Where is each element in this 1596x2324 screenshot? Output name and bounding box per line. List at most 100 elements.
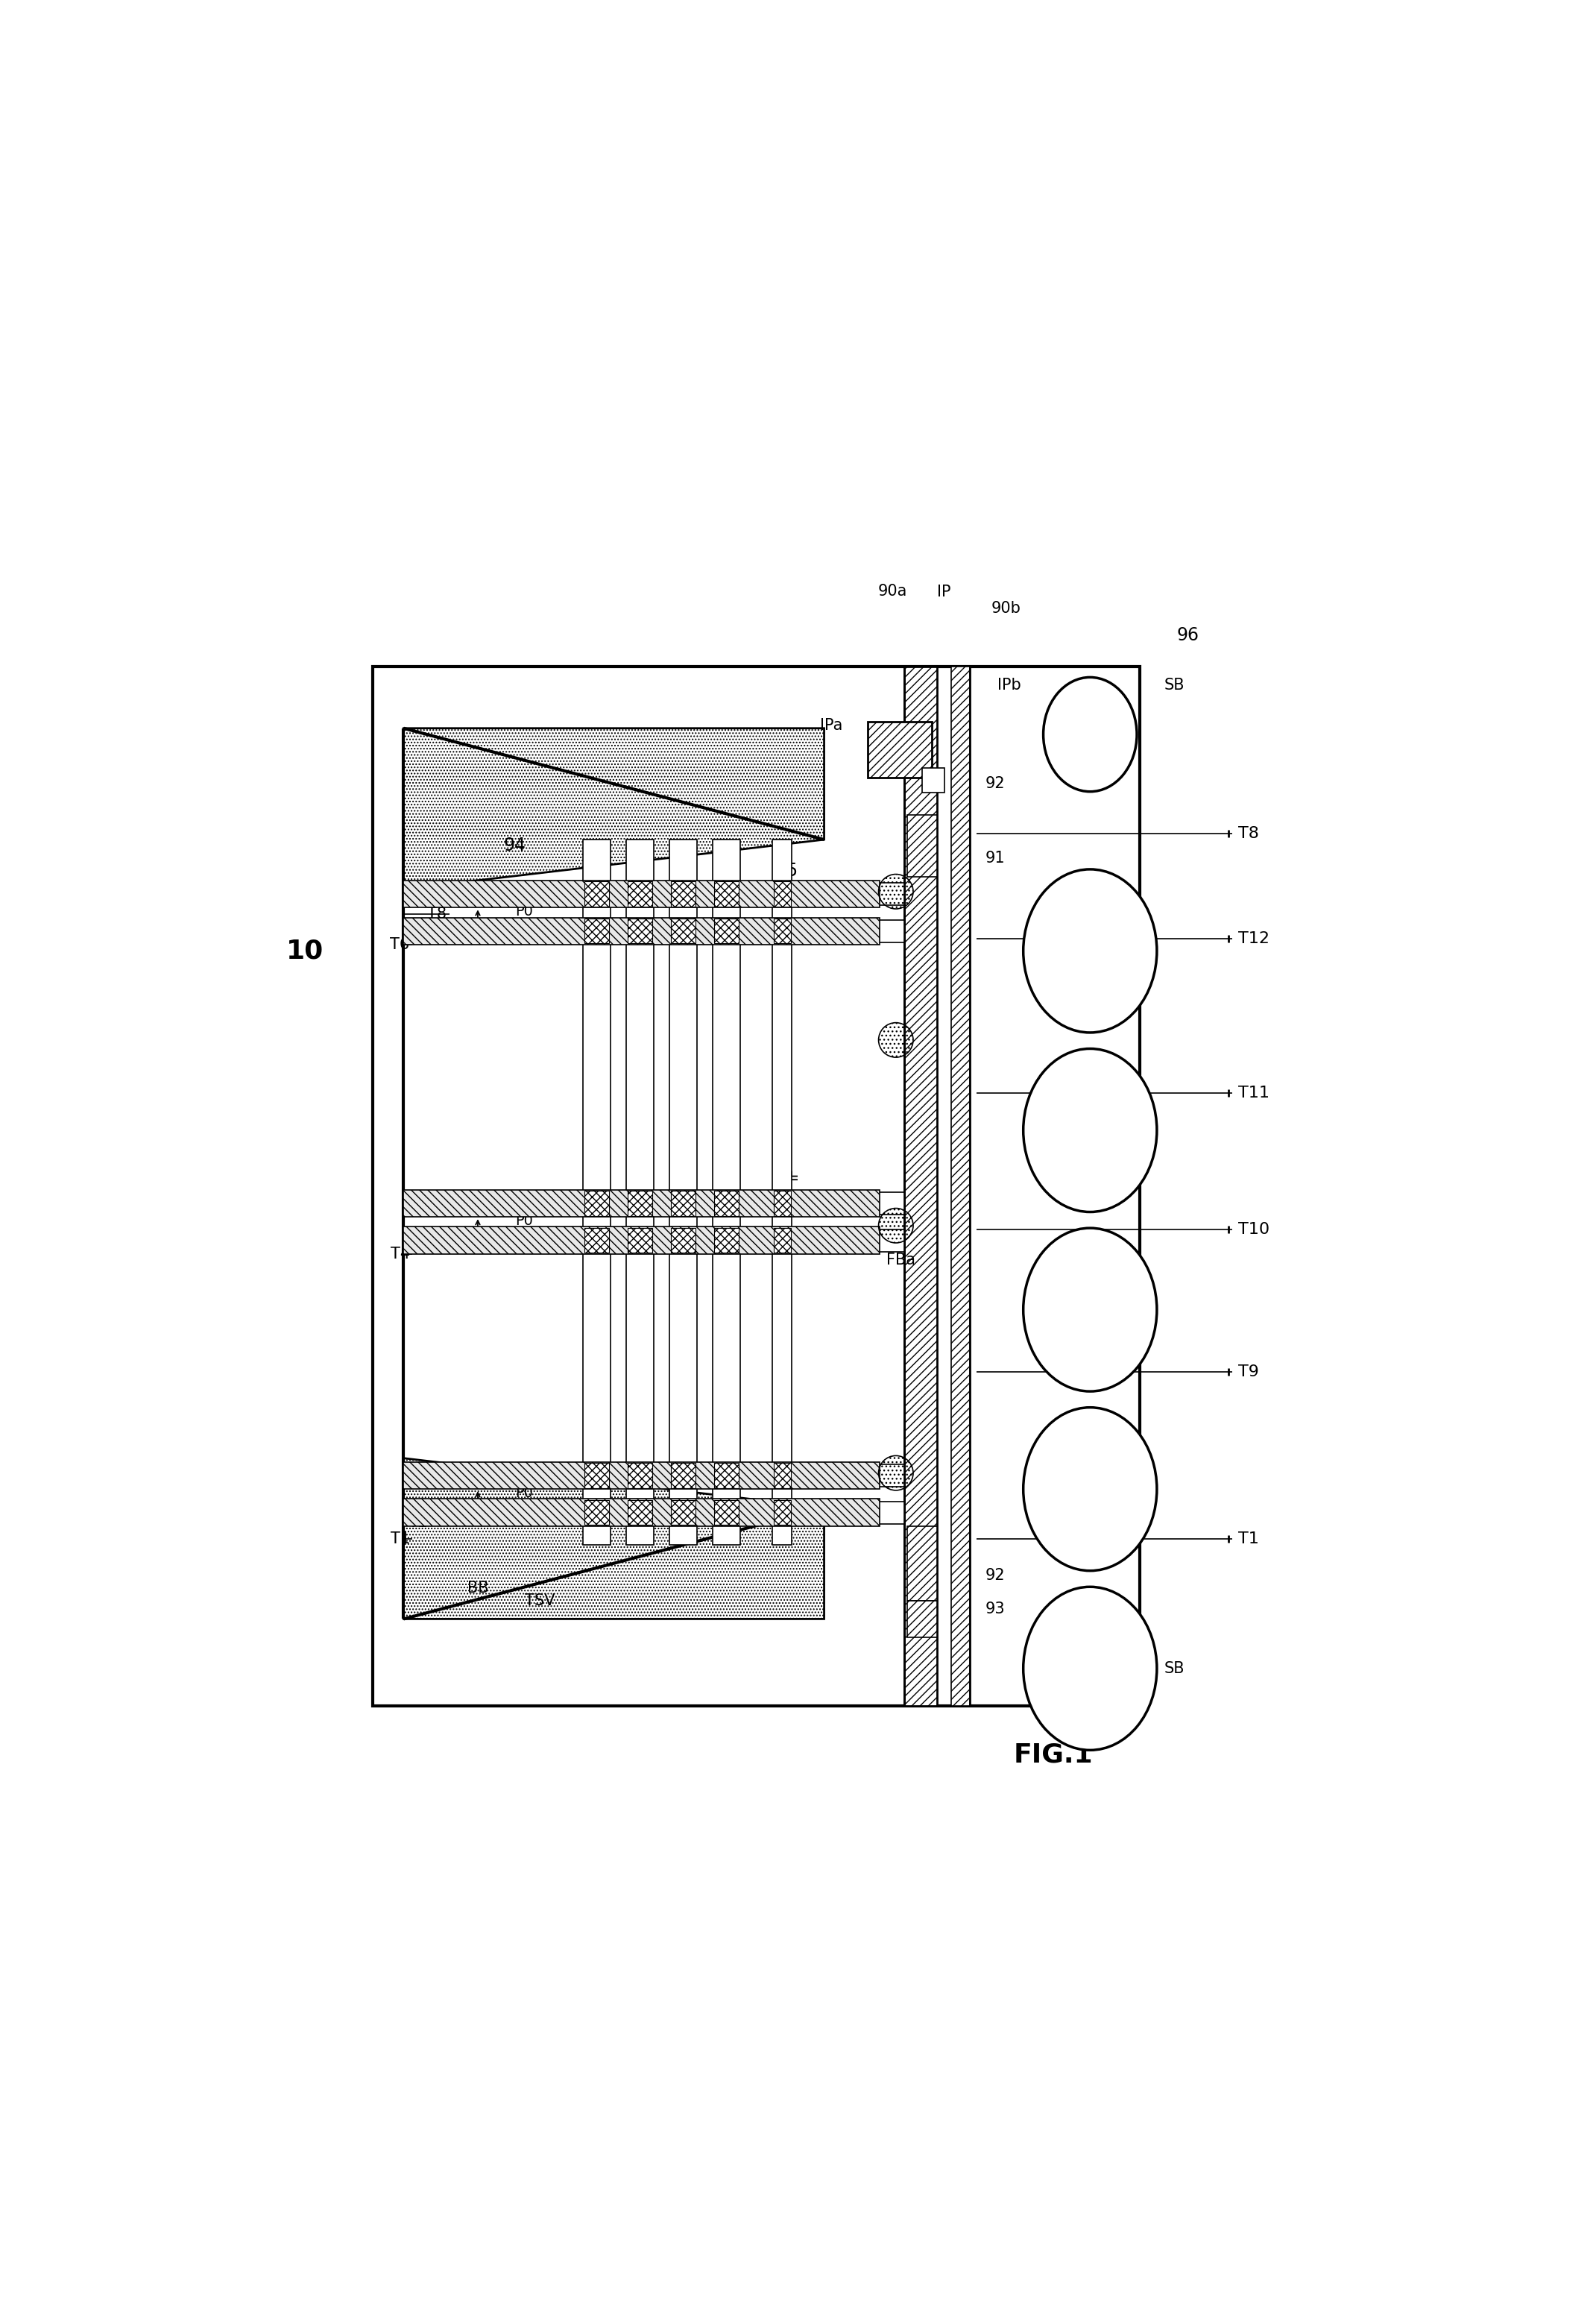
Text: P0: P0	[493, 1229, 511, 1243]
Ellipse shape	[1023, 1408, 1157, 1571]
Bar	[922, 767, 945, 792]
Bar	[584, 918, 610, 944]
Text: CC0: CC0	[589, 1160, 603, 1188]
Text: T4: T4	[391, 1246, 410, 1262]
Bar	[792, 883, 905, 904]
Bar	[713, 1227, 739, 1253]
Text: P1: P1	[1041, 1483, 1060, 1497]
Bar	[951, 667, 970, 1706]
Bar	[670, 839, 697, 1545]
Bar	[905, 667, 937, 1706]
Bar	[713, 1464, 739, 1487]
Bar	[583, 839, 610, 1545]
Bar	[627, 1227, 653, 1253]
Bar	[576, 839, 792, 1545]
Bar	[792, 1501, 905, 1525]
Ellipse shape	[1023, 1048, 1157, 1213]
Text: IF: IF	[787, 1167, 800, 1181]
Bar	[404, 1190, 879, 1218]
Bar	[792, 1229, 905, 1253]
Bar	[404, 1462, 879, 1490]
Text: P0: P0	[493, 1501, 511, 1515]
Text: T1: T1	[391, 1532, 410, 1545]
Bar	[792, 1464, 905, 1487]
Bar	[774, 881, 790, 906]
Text: T8: T8	[1238, 825, 1259, 841]
Bar	[584, 1501, 610, 1525]
Text: 96: 96	[1176, 627, 1199, 644]
Bar	[584, 1227, 610, 1253]
Text: P0: P0	[516, 1485, 533, 1499]
Text: 90b: 90b	[991, 602, 1021, 616]
Text: 10: 10	[286, 939, 324, 964]
Text: 93: 93	[985, 1601, 1005, 1618]
Bar	[627, 918, 653, 944]
Text: BB: BB	[468, 1580, 488, 1597]
Text: 95: 95	[776, 862, 798, 878]
Text: FBa: FBa	[886, 1253, 915, 1267]
Bar	[774, 1501, 790, 1525]
Text: P1: P1	[1041, 1301, 1060, 1318]
Text: 94: 94	[504, 837, 527, 855]
Text: T5: T5	[409, 1229, 428, 1246]
Text: IPb: IPb	[998, 679, 1021, 693]
Text: T6: T6	[389, 937, 410, 953]
Bar	[713, 918, 739, 944]
Bar	[670, 1190, 696, 1215]
Bar	[627, 1501, 653, 1525]
Text: T10: T10	[1238, 1222, 1270, 1236]
Bar	[670, 1227, 696, 1253]
Text: TSV: TSV	[525, 1592, 555, 1608]
Text: T2: T2	[409, 1515, 428, 1529]
Bar	[868, 723, 932, 779]
Text: FB: FB	[721, 1532, 741, 1545]
Bar	[792, 1192, 905, 1215]
Bar	[774, 918, 790, 944]
Bar	[373, 667, 1140, 1706]
Text: T9: T9	[1238, 1364, 1259, 1378]
Bar	[670, 918, 696, 944]
Text: 92: 92	[985, 1569, 1005, 1583]
Text: T11: T11	[1238, 1085, 1270, 1102]
Text: P0: P0	[493, 918, 511, 934]
Ellipse shape	[1044, 676, 1136, 792]
Bar	[907, 1527, 937, 1601]
Bar	[792, 920, 905, 941]
Bar	[584, 881, 610, 906]
Bar	[584, 1190, 610, 1215]
Bar	[670, 1464, 696, 1487]
Text: T7: T7	[409, 920, 428, 937]
Bar	[713, 839, 741, 1545]
Bar	[713, 1190, 739, 1215]
Bar	[626, 839, 653, 1545]
Bar	[907, 1601, 937, 1638]
Bar	[774, 1227, 790, 1253]
Text: T12: T12	[1238, 932, 1270, 946]
Ellipse shape	[1023, 1587, 1157, 1750]
Bar	[772, 839, 792, 1545]
Text: 90a: 90a	[878, 583, 907, 597]
Bar	[713, 1501, 739, 1525]
Text: P1: P1	[1041, 944, 1060, 957]
Text: SB: SB	[1163, 679, 1184, 693]
Bar	[907, 816, 937, 876]
Text: CC2: CC2	[677, 1160, 689, 1188]
Ellipse shape	[1023, 1227, 1157, 1392]
Text: P0: P0	[516, 1213, 533, 1227]
Bar	[713, 881, 739, 906]
Bar	[404, 1227, 879, 1255]
Text: IP: IP	[937, 586, 951, 600]
Bar	[774, 1190, 790, 1215]
Text: FIG.1: FIG.1	[1013, 1743, 1093, 1769]
Bar	[670, 1501, 696, 1525]
Text: T3: T3	[428, 1501, 447, 1515]
Text: P1: P1	[1041, 1122, 1060, 1139]
Text: P0: P0	[516, 904, 533, 918]
Text: T8: T8	[428, 906, 447, 920]
Text: 91: 91	[985, 851, 1005, 865]
Bar	[774, 1464, 790, 1487]
Text: T1: T1	[1238, 1532, 1259, 1545]
Bar	[627, 881, 653, 906]
Bar	[627, 1190, 653, 1215]
Bar	[584, 1464, 610, 1487]
